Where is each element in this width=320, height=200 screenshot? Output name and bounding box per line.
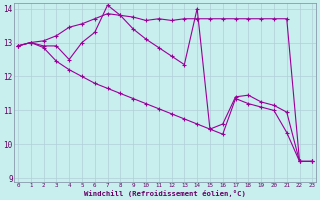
X-axis label: Windchill (Refroidissement éolien,°C): Windchill (Refroidissement éolien,°C) xyxy=(84,190,246,197)
